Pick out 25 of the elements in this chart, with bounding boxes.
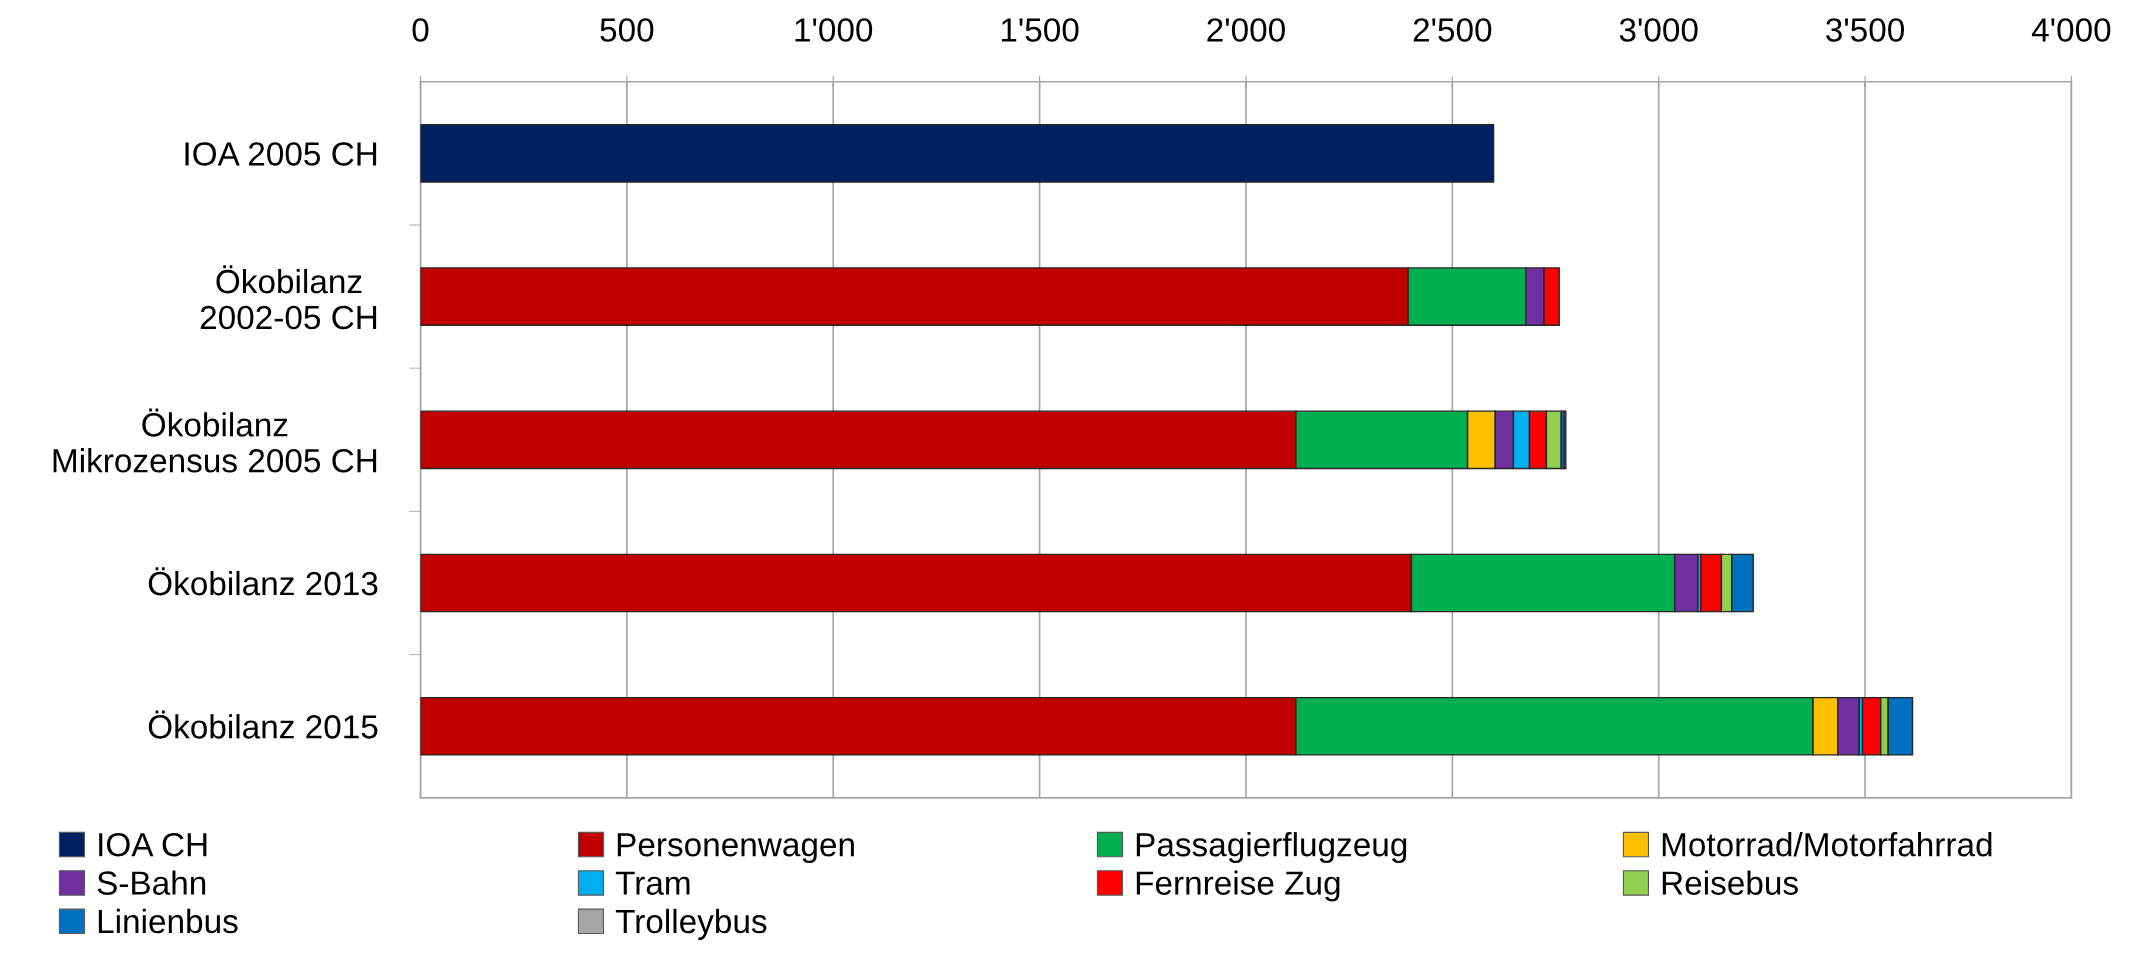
legend-label: Passagierflugzeug <box>1136 832 1407 864</box>
bar <box>420 124 1495 183</box>
legend-label: Motorrad/Motorfahrrad <box>1662 832 1992 857</box>
x-tick-label: 500 <box>600 18 654 42</box>
x-tick-label: 0 <box>412 18 429 42</box>
x-tick-label: 4'000 <box>2031 18 2111 42</box>
legend-label: IOA CH <box>99 832 207 857</box>
legend-label: Tram <box>615 871 690 895</box>
x-tick-label: 2'000 <box>1207 18 1285 42</box>
y-tick-label: IOA 2005 CH <box>185 142 377 166</box>
x-tick-label: 2'500 <box>1413 18 1492 42</box>
y-tick-label: Ökobilanz 2002-05 CH <box>200 265 377 330</box>
x-tick-label: 3'000 <box>1619 18 1698 42</box>
legend-label: Fernreise Zug <box>1136 870 1340 902</box>
legend-label: Personenwagen <box>617 833 854 864</box>
y-tick-label: Ökobilanz Mikrozensus 2005 CH <box>53 408 377 473</box>
x-tick-label: 1'000 <box>795 18 873 42</box>
legend-label: Trolleybus <box>615 908 767 940</box>
legend-label: S-Bahn <box>97 870 206 895</box>
legend-label: Linienbus <box>98 908 238 934</box>
y-tick-label: Ökobilanz 2015 <box>148 710 378 739</box>
legend-label: Reisebus <box>1662 870 1798 895</box>
y-tick-label: Ökobilanz 2013 <box>148 567 378 596</box>
x-tick-label: 3'500 <box>1826 18 1905 42</box>
x-tick-label: 1'500 <box>1001 18 1079 42</box>
